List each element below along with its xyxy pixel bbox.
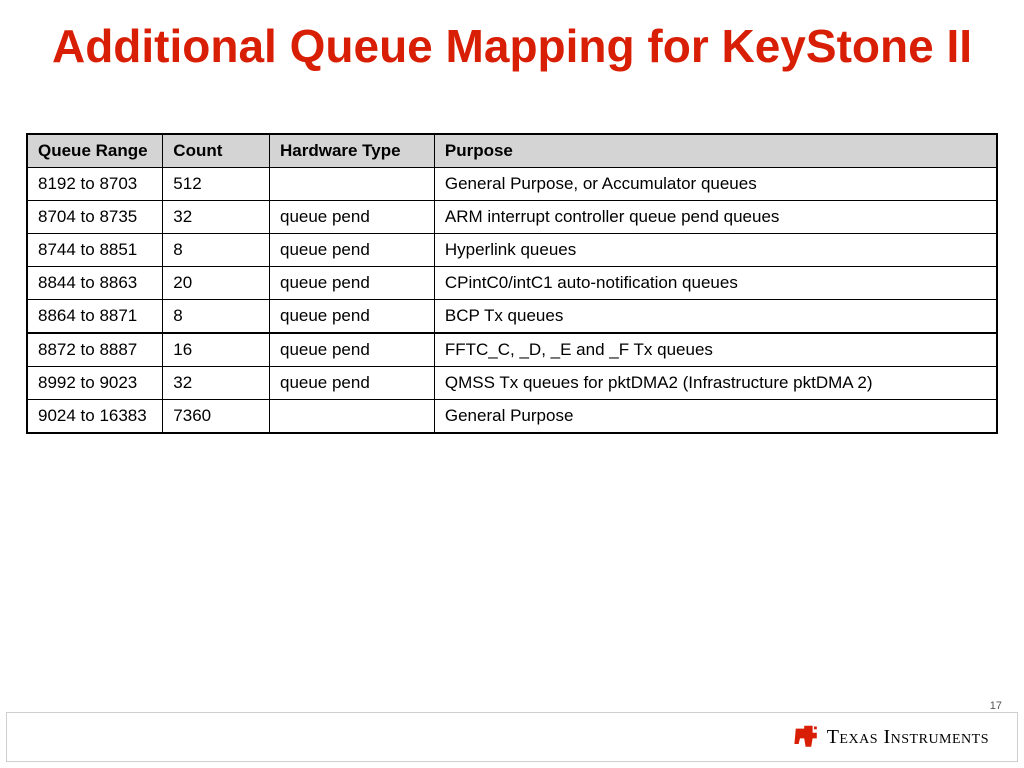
col-header-count: Count xyxy=(163,134,270,168)
table-head: Queue Range Count Hardware Type Purpose xyxy=(27,134,997,168)
cell-purpose: FFTC_C, _D, _E and _F Tx queues xyxy=(434,333,997,367)
table-row: 8744 to 88518queue pendHyperlink queues xyxy=(27,233,997,266)
cell-purpose: BCP Tx queues xyxy=(434,299,997,333)
slide-title: Additional Queue Mapping for KeyStone II xyxy=(0,0,1024,73)
brand-name: Texas Instruments xyxy=(827,726,989,749)
cell-hw xyxy=(269,167,434,200)
table-body: 8192 to 8703512 General Purpose, or Accum… xyxy=(27,167,997,433)
cell-hw: queue pend xyxy=(269,266,434,299)
cell-range: 8992 to 9023 xyxy=(27,366,163,399)
cell-range: 9024 to 16383 xyxy=(27,399,163,433)
cell-count: 512 xyxy=(163,167,270,200)
cell-purpose: QMSS Tx queues for pktDMA2 (Infrastructu… xyxy=(434,366,997,399)
cell-count: 32 xyxy=(163,366,270,399)
cell-range: 8844 to 8863 xyxy=(27,266,163,299)
page-number: 17 xyxy=(990,700,1002,712)
cell-count: 32 xyxy=(163,200,270,233)
table-header-row: Queue Range Count Hardware Type Purpose xyxy=(27,134,997,168)
cell-hw xyxy=(269,399,434,433)
queue-mapping-table: Queue Range Count Hardware Type Purpose … xyxy=(26,133,998,434)
table-row: 9024 to 163837360 General Purpose xyxy=(27,399,997,433)
cell-count: 8 xyxy=(163,233,270,266)
cell-range: 8192 to 8703 xyxy=(27,167,163,200)
cell-count: 16 xyxy=(163,333,270,367)
cell-purpose: CPintC0/intC1 auto-notification queues xyxy=(434,266,997,299)
cell-count: 7360 xyxy=(163,399,270,433)
cell-range: 8872 to 8887 xyxy=(27,333,163,367)
cell-purpose: Hyperlink queues xyxy=(434,233,997,266)
col-header-purpose: Purpose xyxy=(434,134,997,168)
cell-count: 8 xyxy=(163,299,270,333)
table-row: 8872 to 888716queue pendFFTC_C, _D, _E a… xyxy=(27,333,997,367)
brand-block: Texas Instruments xyxy=(793,724,989,750)
cell-purpose: ARM interrupt controller queue pend queu… xyxy=(434,200,997,233)
cell-hw: queue pend xyxy=(269,333,434,367)
cell-hw: queue pend xyxy=(269,200,434,233)
cell-hw: queue pend xyxy=(269,366,434,399)
cell-purpose: General Purpose, or Accumulator queues xyxy=(434,167,997,200)
col-header-range: Queue Range xyxy=(27,134,163,168)
cell-hw: queue pend xyxy=(269,233,434,266)
ti-logo-icon xyxy=(793,724,821,750)
col-header-hw: Hardware Type xyxy=(269,134,434,168)
cell-purpose: General Purpose xyxy=(434,399,997,433)
table-row: 8192 to 8703512 General Purpose, or Accum… xyxy=(27,167,997,200)
cell-hw: queue pend xyxy=(269,299,434,333)
table-row: 8864 to 88718queue pendBCP Tx queues xyxy=(27,299,997,333)
cell-range: 8744 to 8851 xyxy=(27,233,163,266)
slide-footer: 17 Texas Instruments xyxy=(0,694,1024,768)
cell-count: 20 xyxy=(163,266,270,299)
footer-bar: Texas Instruments xyxy=(6,712,1018,762)
table-row: 8704 to 873532queue pendARM interrupt co… xyxy=(27,200,997,233)
cell-range: 8864 to 8871 xyxy=(27,299,163,333)
queue-table-container: Queue Range Count Hardware Type Purpose … xyxy=(26,133,998,434)
cell-range: 8704 to 8735 xyxy=(27,200,163,233)
table-row: 8992 to 902332queue pendQMSS Tx queues f… xyxy=(27,366,997,399)
table-row: 8844 to 886320queue pendCPintC0/intC1 au… xyxy=(27,266,997,299)
